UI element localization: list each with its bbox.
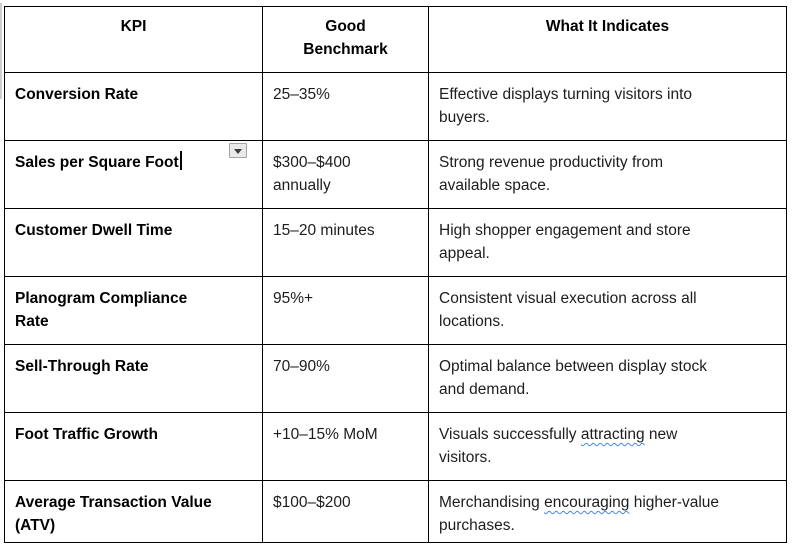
cell-text: new visitors. [439, 426, 678, 466]
table-row: Sell-Through Rate 70–90% Optimal balance… [4, 344, 787, 413]
column-header-benchmark[interactable]: Good Benchmark [262, 6, 429, 73]
column-header-kpi[interactable]: KPI [4, 6, 263, 73]
cell-indicates-planogram-compliance[interactable]: Consistent visual execution across all l… [428, 276, 787, 345]
cell-text: Visuals successfully [439, 426, 581, 443]
cell-indicates-atv[interactable]: Merchandising encouraging higher-value p… [428, 480, 787, 543]
table-row: Conversion Rate 25–35% Effective display… [4, 72, 787, 141]
kpi-benchmark-table: KPI Good Benchmark What It Indicates Con… [4, 6, 787, 543]
column-header-indicates[interactable]: What It Indicates [428, 6, 787, 73]
cell-text: Merchandising [439, 494, 545, 511]
text-cursor [179, 151, 182, 170]
cell-indicates-conversion-rate[interactable]: Effective displays turning visitors into… [428, 72, 787, 141]
cell-indicates-dwell-time[interactable]: High shopper engagement and store appeal… [428, 208, 787, 277]
cell-kpi-planogram-compliance[interactable]: Planogram Compliance Rate [4, 276, 263, 345]
header-row: KPI Good Benchmark What It Indicates [4, 6, 787, 73]
cell-benchmark-sell-through[interactable]: 70–90% [262, 344, 429, 413]
cell-kpi-dwell-time[interactable]: Customer Dwell Time [4, 208, 263, 277]
table-row: Average Transaction Value (ATV) $100–$20… [4, 480, 787, 543]
cell-kpi-atv[interactable]: Average Transaction Value (ATV) [4, 480, 263, 543]
cell-text: Sales per Square Foot [15, 154, 179, 171]
cell-kpi-foot-traffic[interactable]: Foot Traffic Growth [4, 412, 263, 481]
table-row: Planogram Compliance Rate 95%+ Consisten… [4, 276, 787, 345]
page-edge-line [0, 3, 2, 99]
misspelled-word[interactable]: attracting [580, 426, 645, 443]
cell-indicates-sales-per-sqft[interactable]: Strong revenue productivity from availab… [428, 140, 787, 209]
cell-text: higher-value purchases. [439, 494, 720, 534]
cell-benchmark-atv[interactable]: $100–$200 [262, 480, 429, 543]
table-row: Sales per Square Foot $300–$400 annually… [4, 140, 787, 209]
misspelled-word[interactable]: encouraging [544, 494, 630, 511]
dropdown-button[interactable] [229, 143, 247, 158]
cell-benchmark-conversion-rate[interactable]: 25–35% [262, 72, 429, 141]
chevron-down-icon [234, 148, 242, 154]
table-row: Customer Dwell Time 15–20 minutes High s… [4, 208, 787, 277]
cell-kpi-sell-through[interactable]: Sell-Through Rate [4, 344, 263, 413]
cell-indicates-foot-traffic[interactable]: Visuals successfully attracting new visi… [428, 412, 787, 481]
cell-kpi-conversion-rate[interactable]: Conversion Rate [4, 72, 263, 141]
cell-benchmark-dwell-time[interactable]: 15–20 minutes [262, 208, 429, 277]
cell-benchmark-sales-per-sqft[interactable]: $300–$400 annually [262, 140, 429, 209]
cell-benchmark-planogram-compliance[interactable]: 95%+ [262, 276, 429, 345]
table-row: Foot Traffic Growth +10–15% MoM Visuals … [4, 412, 787, 481]
cell-indicates-sell-through[interactable]: Optimal balance between display stock an… [428, 344, 787, 413]
cell-kpi-sales-per-sqft[interactable]: Sales per Square Foot [4, 140, 263, 209]
cell-benchmark-foot-traffic[interactable]: +10–15% MoM [262, 412, 429, 481]
